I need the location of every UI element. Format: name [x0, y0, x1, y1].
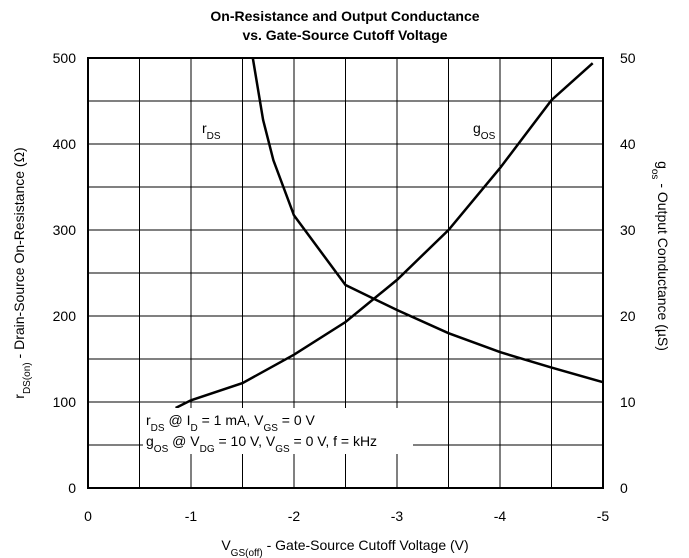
annotation-part: GS — [263, 423, 278, 434]
y-axis-label-part: r — [11, 394, 27, 399]
x-axis-label-part: - Gate-Source Cutoff Voltage (V) — [263, 537, 469, 553]
annotation-part: D — [190, 423, 197, 434]
y2-axis-label-part: g — [655, 161, 671, 169]
annotation-part: = 10 V, V — [215, 433, 276, 449]
series-label-part: r — [202, 120, 207, 136]
y2-tick-label: 50 — [620, 50, 636, 66]
annotation: gOS @ VDG = 10 V, VGS = 0 V, f = kHz — [146, 433, 377, 455]
series-line — [175, 62, 594, 410]
series-line — [251, 57, 604, 384]
annotation-part: DS — [151, 423, 165, 434]
annotation-box — [143, 408, 413, 454]
annotation-part: = 1 mA, V — [198, 412, 264, 428]
annotation-part: = 0 V, f = kHz — [290, 433, 377, 449]
x-tick-label: -2 — [288, 508, 301, 524]
y2-axis-label-part: - Output Conductance (µS) — [655, 179, 671, 350]
chart-title: On-Resistance and Output Conductance — [210, 8, 479, 24]
x-tick-label: -1 — [185, 508, 198, 524]
x-axis-label: VGS(off) - Gate-Source Cutoff Voltage (V… — [221, 537, 468, 558]
x-tick-label: 0 — [84, 508, 92, 524]
series-label: gOS — [473, 120, 496, 142]
annotation-part: OS — [154, 444, 169, 455]
y-axis-label-part: - Drain-Source On-Resistance (Ω) — [11, 147, 27, 362]
y2-tick-label: 20 — [620, 308, 636, 324]
annotation-part: @ V — [168, 433, 200, 449]
annotation: rDS @ ID = 1 mA, VGS = 0 V — [146, 412, 316, 434]
y2-axis-label-part: os — [650, 169, 661, 180]
y-axis-label-part: DS(on) — [22, 362, 33, 394]
plot-frame — [87, 57, 604, 489]
series-label: rDS — [202, 120, 221, 142]
x-tick-label: -4 — [494, 508, 507, 524]
annotation-part: GS — [275, 444, 290, 455]
y-tick-label: 300 — [53, 222, 77, 238]
series-label-part: OS — [481, 131, 496, 142]
series-label-part: g — [473, 120, 481, 136]
annotation-part: r — [146, 412, 151, 428]
y-tick-label: 500 — [53, 50, 77, 66]
y-tick-label: 0 — [68, 480, 76, 496]
y2-tick-label: 30 — [620, 222, 636, 238]
x-axis-label-part: GS(off) — [231, 548, 263, 558]
series-label-part: DS — [207, 131, 221, 142]
y-tick-label: 100 — [53, 394, 77, 410]
y2-axis-label: gos - Output Conductance (µS) — [650, 161, 672, 351]
y-axis-label: rDS(on) - Drain-Source On-Resistance (Ω) — [11, 147, 33, 398]
annotation-part: g — [146, 433, 154, 449]
annotation-part: = 0 V — [278, 412, 316, 428]
x-tick-label: -5 — [597, 508, 610, 524]
annotation-part: @ I — [165, 412, 191, 428]
chart-title: vs. Gate-Source Cutoff Voltage — [242, 27, 447, 43]
y2-tick-label: 10 — [620, 394, 636, 410]
y-tick-label: 200 — [53, 308, 77, 324]
annotation-part: DG — [200, 444, 215, 455]
y-tick-label: 400 — [53, 136, 77, 152]
y2-tick-label: 40 — [620, 136, 636, 152]
x-tick-label: -3 — [391, 508, 404, 524]
y2-tick-label: 0 — [620, 480, 628, 496]
x-axis-label-part: V — [221, 537, 231, 553]
